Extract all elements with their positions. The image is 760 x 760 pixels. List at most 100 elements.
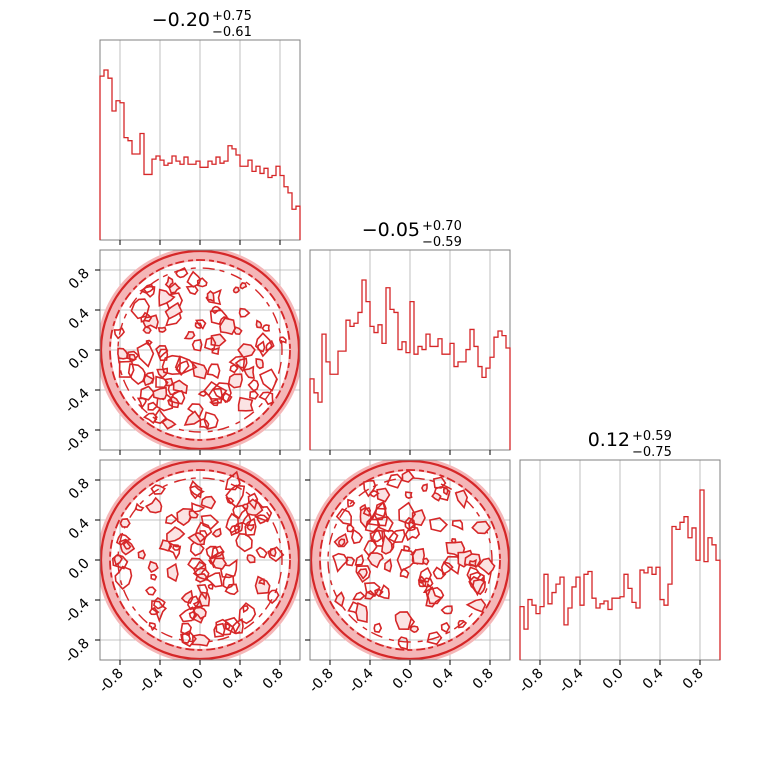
contour-blob: [113, 554, 123, 566]
density-ring-fill: [100, 460, 300, 660]
x-tick-label: -0.8: [96, 666, 127, 697]
contour-blob: [145, 496, 163, 514]
histogram-title-2: −0.05: [362, 219, 420, 241]
contour-blob: [426, 586, 445, 605]
contour-blob: [176, 507, 193, 527]
contour-blob: [225, 512, 240, 534]
contour-blob: [153, 597, 166, 610]
contour-blob: [205, 288, 222, 306]
y-tick-label: 0.0: [66, 346, 93, 373]
contour-blob: [401, 469, 415, 483]
contour-blob: [421, 483, 428, 492]
contour-blob: [258, 368, 278, 392]
density-ring-fill: [310, 460, 510, 660]
contour-blob: [255, 514, 270, 525]
contour-blob: [122, 540, 132, 550]
histogram-title-3: 0.12: [588, 429, 630, 451]
contour-blob: [183, 410, 202, 426]
contour-blob: [140, 311, 153, 323]
contour-blob: [134, 502, 145, 512]
contour-panel-3: [309, 459, 511, 661]
contour-blob: [246, 523, 255, 532]
y-tick-label: -0.4: [62, 385, 93, 416]
contour-blob: [254, 332, 273, 358]
contour-blob: [157, 348, 169, 362]
y-tick-label: 0.4: [66, 305, 93, 332]
contour-blob: [398, 501, 417, 525]
contour-blob: [205, 545, 219, 559]
x-tick-label: -0.4: [346, 665, 377, 696]
contour-blob: [188, 509, 199, 519]
contour-blob: [418, 566, 432, 583]
contour-blob: [335, 508, 353, 526]
contour-blob: [155, 344, 169, 360]
contour-blob: [411, 547, 426, 565]
contour-blob: [232, 504, 247, 520]
density-ring-inner: [109, 259, 291, 441]
contour-blob: [357, 568, 368, 580]
contour-blob: [198, 591, 211, 607]
title-sub-2: −0.59: [422, 235, 462, 250]
contour-blob: [237, 343, 256, 359]
contour-blob: [278, 336, 287, 344]
histogram-steps: [309, 279, 511, 450]
contour-blob: [246, 554, 256, 564]
contour-blob: [187, 532, 206, 546]
contour-blob: [200, 495, 217, 510]
contour-blob: [136, 341, 155, 368]
contour-blob: [232, 326, 243, 336]
contour-blob: [206, 290, 215, 303]
contour-blob: [442, 555, 461, 575]
contour-blob: [147, 560, 159, 574]
x-tick-label: 0.0: [180, 666, 207, 693]
contour-blob: [191, 633, 211, 647]
contour-blob: [174, 355, 198, 375]
contour-blob: [142, 412, 158, 425]
contour-blob: [158, 288, 176, 307]
y-tick-label: -0.8: [62, 636, 93, 667]
contour-blob: [222, 573, 235, 590]
contour-blob: [114, 565, 133, 591]
contour-blob: [362, 480, 377, 498]
contour-blob: [187, 595, 201, 611]
contour-blob: [117, 347, 129, 360]
contour-blob: [166, 562, 179, 583]
contour-blob: [408, 520, 416, 532]
x-tick-label: 0.8: [470, 666, 497, 693]
contour-blob: [426, 631, 443, 646]
contour-blob: [203, 380, 228, 400]
y-tick-label: 0.4: [66, 515, 93, 542]
contour-blob: [383, 558, 393, 573]
contour-blob: [394, 611, 413, 631]
contour-layer: [100, 460, 300, 660]
contour-panel-1: [99, 249, 301, 451]
contour-blob: [166, 526, 186, 544]
x-tick-label: 0.8: [680, 666, 707, 693]
contour-blob: [161, 418, 177, 430]
contour-blob: [267, 589, 280, 605]
contour-blob: [150, 573, 158, 581]
contour-blob: [267, 546, 285, 563]
contour-blob: [243, 365, 255, 379]
contour-blob: [471, 520, 492, 535]
title-sup-1: +0.75: [212, 9, 252, 24]
x-tick-label: 0.4: [640, 665, 667, 692]
contour-blob: [261, 324, 271, 332]
contour-blob: [164, 276, 174, 289]
contour-blob: [247, 492, 259, 511]
contour-blob: [428, 517, 449, 533]
contour-blob: [127, 363, 146, 385]
contour-blob: [255, 546, 268, 559]
contour-blob: [232, 286, 240, 294]
contour-blob: [191, 338, 203, 352]
contour-blob: [148, 621, 157, 632]
contour-blob: [399, 568, 410, 579]
contour-blob: [175, 359, 190, 377]
title-sub-1: −0.61: [212, 25, 252, 40]
contour-blob: [381, 529, 399, 546]
density-ring-outer: [100, 460, 300, 660]
contour-blob: [450, 538, 457, 544]
contour-blob: [145, 586, 157, 596]
contour-blob: [396, 548, 417, 572]
